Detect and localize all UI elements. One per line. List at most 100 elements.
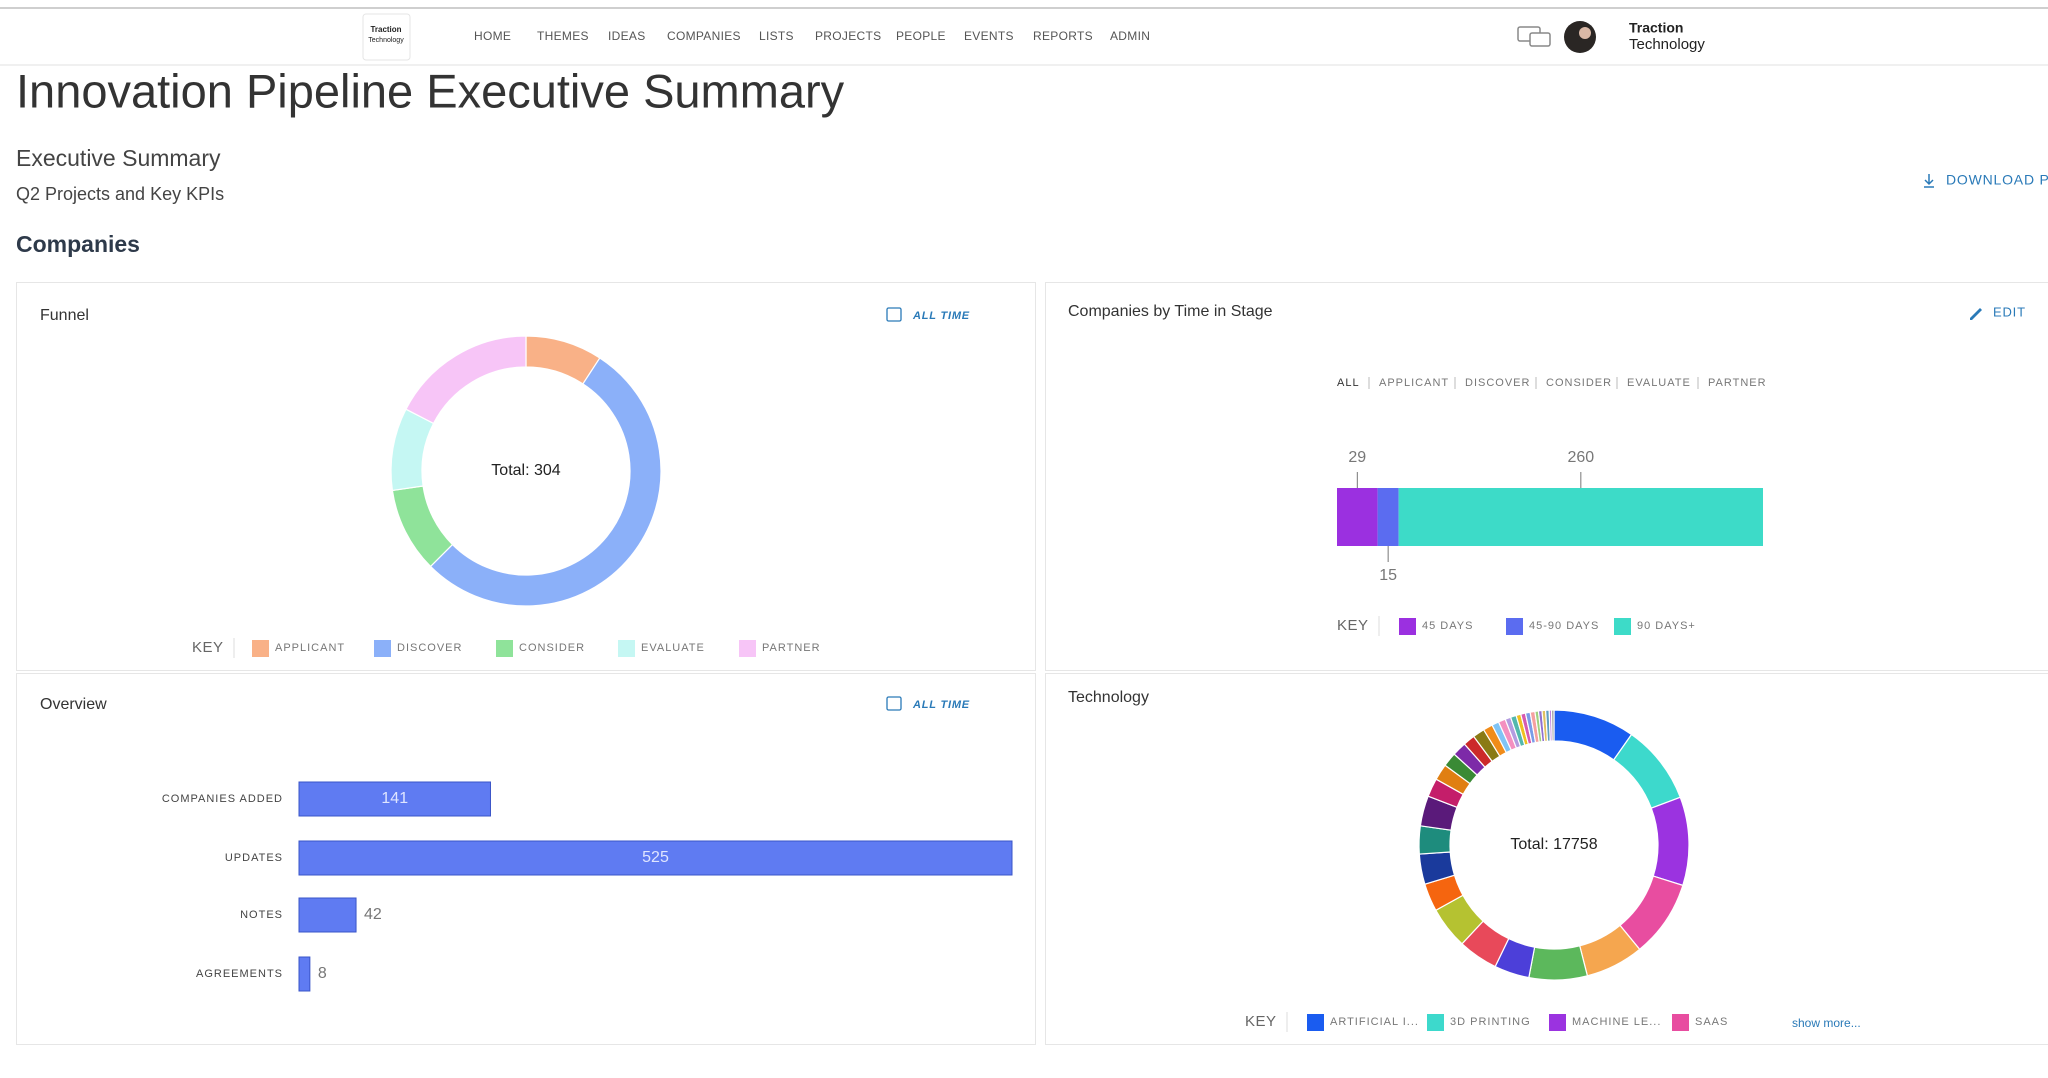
download-icon [1924,174,1934,188]
logo-box[interactable] [362,13,411,61]
legend-label: EVALUATE [641,642,705,654]
legend-swatch [1399,618,1416,635]
page-title: Innovation Pipeline Executive Summary [16,64,845,117]
legend-label: DISCOVER [397,642,462,654]
nav-item[interactable]: COMPANIES [667,29,741,43]
legend-swatch [1506,618,1523,635]
legend-swatch [1614,618,1631,635]
panel [1045,282,2048,671]
filter-label[interactable]: ALL TIME [912,310,970,322]
filter-button[interactable]: ALL TIME [886,696,970,711]
legend-label: APPLICANT [275,642,345,654]
donut-center-label: Total: 304 [491,462,560,479]
legend-label: 90 DAYS+ [1637,620,1696,632]
nav-item[interactable]: THEMES [537,29,589,43]
legend-title: KEY [1337,617,1369,634]
legend-swatch [739,640,756,657]
calendar-icon [886,307,902,322]
legend-label: 45 DAYS [1422,620,1473,632]
subtitle: Executive Summary [16,145,221,171]
edit-label[interactable]: EDIT [1993,304,2026,319]
filter-label[interactable]: ALL TIME [912,699,970,711]
legend-label: CONSIDER [519,642,585,654]
panel-title: Overview [40,696,107,713]
bar-segment [1398,488,1763,546]
pencil-icon [1970,308,1982,320]
panel-title: Technology [1068,689,1149,706]
chat-bubble [1529,32,1551,47]
bar-segment [1377,488,1399,546]
brand-name: Traction [1629,20,1683,36]
filter-tab[interactable]: EVALUATE [1627,377,1691,389]
panel-title: Funnel [40,307,89,324]
filter-tab[interactable]: APPLICANT [1379,377,1449,389]
legend-label: SAAS [1695,1016,1728,1028]
data-label: 29 [1348,449,1366,466]
legend-swatch [496,640,513,657]
legend-swatch [1549,1014,1566,1031]
nav-item[interactable]: REPORTS [1033,29,1093,43]
filter-tab[interactable]: PARTNER [1708,377,1767,389]
category-label: NOTES [240,909,283,921]
data-label: 525 [642,849,669,866]
show-more[interactable]: show more... [1792,1016,1861,1030]
data-label: 15 [1379,567,1397,584]
bar [298,781,491,817]
calendar-icon [886,696,902,711]
donut-segment [1550,709,1555,742]
logo-text: Traction [370,25,401,34]
legend-swatch [618,640,635,657]
filter-tab[interactable]: CONSIDER [1546,377,1612,389]
nav-item[interactable]: IDEAS [608,29,646,43]
filter-tab[interactable]: ALL [1337,377,1360,389]
filter-tab[interactable]: DISCOVER [1465,377,1530,389]
panel-title: Companies by Time in Stage [1068,303,1273,320]
section-title: Companies [16,231,140,257]
legend-label: ARTIFICIAL I... [1330,1016,1419,1028]
nav-item[interactable]: ADMIN [1110,29,1150,43]
legend-label: MACHINE LE... [1572,1016,1661,1028]
data-label: 8 [318,965,327,982]
bar [298,897,357,933]
logo-text: Technology [368,37,404,44]
bar [298,840,1013,876]
category-label: UPDATES [225,852,283,864]
legend-label: PARTNER [762,642,821,654]
filter-button[interactable]: ALL TIME [886,307,970,322]
brand-name: Technology [1629,36,1705,53]
donut-center-label: Total: 17758 [1510,836,1597,853]
edit-button[interactable]: EDIT [1970,304,2026,320]
legend-swatch [252,640,269,657]
nav-item[interactable]: EVENTS [964,29,1014,43]
data-label: 141 [381,790,408,807]
donut-segment [405,335,527,425]
chat-icon[interactable] [1517,26,1551,47]
legend-title: KEY [1245,1013,1277,1030]
legend-label: 45-90 DAYS [1529,620,1599,632]
nav-item[interactable]: HOME [474,29,511,43]
legend-swatch [1427,1014,1444,1031]
nav-item[interactable]: PEOPLE [896,29,946,43]
category-label: COMPANIES ADDED [162,793,283,805]
legend-swatch [374,640,391,657]
bar [298,956,311,992]
category-label: AGREEMENTS [196,968,283,980]
nav-item[interactable]: LISTS [759,29,794,43]
avatar[interactable] [1564,21,1596,53]
data-label: 42 [364,906,382,923]
legend-title: KEY [192,639,224,656]
legend-label: 3D PRINTING [1450,1016,1531,1028]
donut-segment [429,357,662,607]
download-label[interactable]: DOWNLOAD PD [1946,172,2048,188]
download-button[interactable]: DOWNLOAD PD [1924,172,2048,188]
description: Q2 Projects and Key KPIs [16,184,224,204]
legend-swatch [1307,1014,1324,1031]
bar-segment [1337,488,1378,546]
legend-swatch [1672,1014,1689,1031]
donut-segment [1528,945,1589,981]
data-label: 260 [1567,449,1594,466]
avatar-face [1579,27,1591,39]
nav-item[interactable]: PROJECTS [815,29,881,43]
